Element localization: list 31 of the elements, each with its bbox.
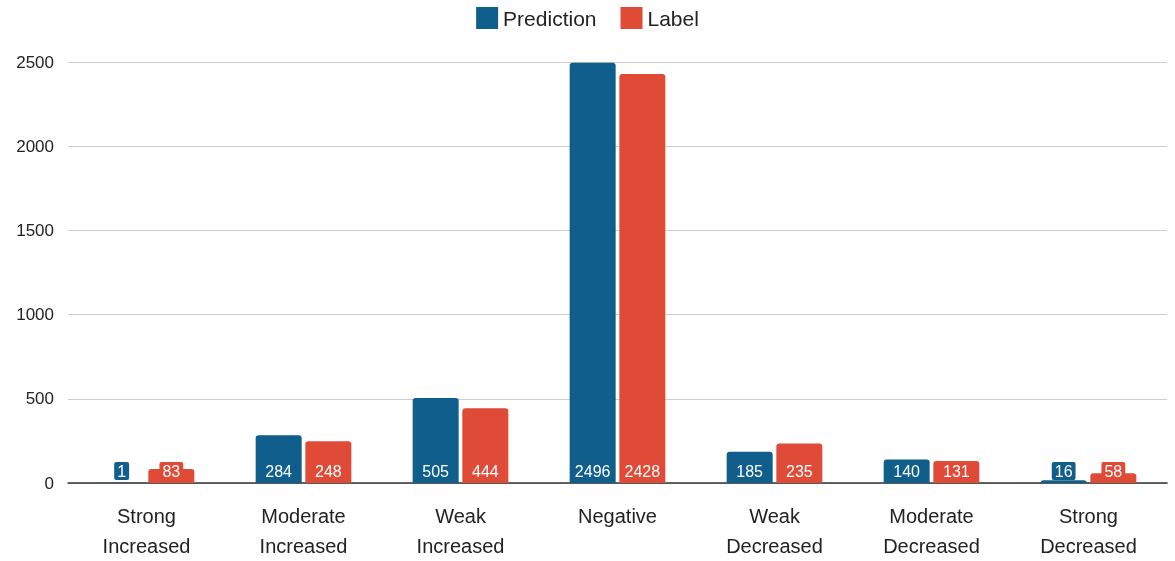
bar (619, 74, 666, 483)
data-label: 284 (265, 462, 293, 480)
bar (569, 62, 616, 483)
x-tick-label: Strong Decreased (1040, 505, 1137, 557)
x-tick-label: Negative (578, 505, 657, 527)
data-label: 235 (785, 462, 813, 480)
data-label: 2496 (574, 462, 611, 480)
y-tick-label: 2500 (16, 52, 54, 72)
data-label: 185 (736, 462, 764, 480)
data-label: 2428 (624, 462, 661, 480)
legend-label: Prediction (503, 6, 597, 30)
data-label: 444 (471, 462, 499, 480)
x-tick-label: Weak Increased (416, 505, 505, 557)
x-tick-label: Moderate Decreased (883, 505, 980, 557)
data-label: 1 (117, 462, 127, 480)
data-label: 83 (162, 462, 181, 480)
legend-label: Label (647, 6, 699, 30)
y-tick-label: 1500 (16, 220, 54, 240)
x-tick-label: Strong Increased (102, 505, 191, 557)
data-label: 58 (1104, 462, 1123, 480)
data-label: 505 (422, 462, 450, 480)
y-tick-label: 2000 (16, 136, 54, 156)
data-label: 131 (942, 462, 970, 480)
y-tick-label: 0 (44, 473, 54, 493)
x-tick-label: Weak Decreased (726, 505, 823, 557)
y-tick-label: 500 (25, 389, 54, 409)
x-tick-label: Moderate Increased (259, 505, 348, 557)
data-label: 248 (314, 462, 342, 480)
data-label: 140 (893, 462, 921, 480)
data-label: 16 (1054, 462, 1073, 480)
y-tick-label: 1000 (16, 305, 54, 325)
